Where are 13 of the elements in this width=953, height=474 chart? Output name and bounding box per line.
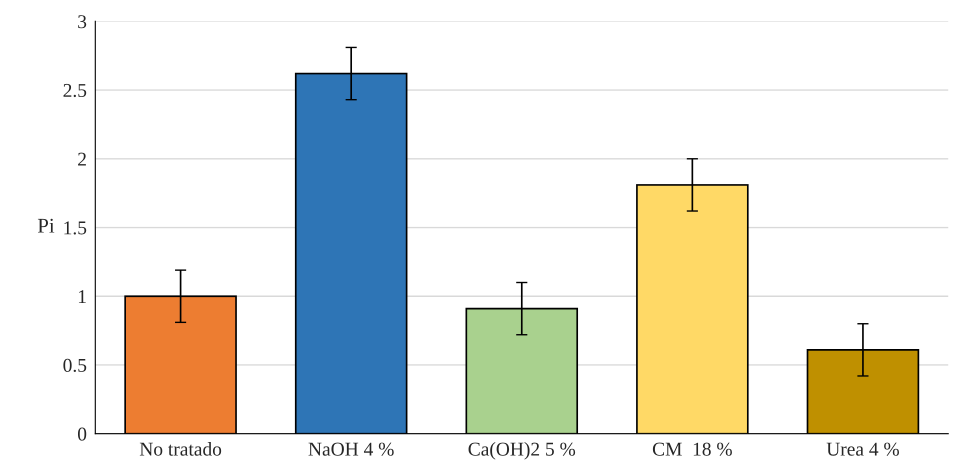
- y-axis-title: Pi: [38, 218, 54, 233]
- x-tick-label: Urea 4 %: [826, 442, 899, 456]
- y-tick-label: 3: [78, 15, 86, 28]
- y-tick-label: 1.5: [64, 221, 86, 235]
- y-tick-label: 2: [78, 152, 86, 166]
- x-tick-label: NaOH 4 %: [308, 442, 394, 456]
- y-tick-label: 1: [78, 290, 86, 303]
- x-tick-label: CM 18 %: [652, 442, 732, 456]
- y-tick-label: 0.5: [63, 358, 86, 372]
- x-tick-label: No tratado: [140, 442, 222, 456]
- y-tick-label: 0: [78, 428, 86, 441]
- x-tick-label: Ca(OH)2 5 %: [468, 442, 576, 460]
- y-tick-label: 2.5: [64, 84, 86, 98]
